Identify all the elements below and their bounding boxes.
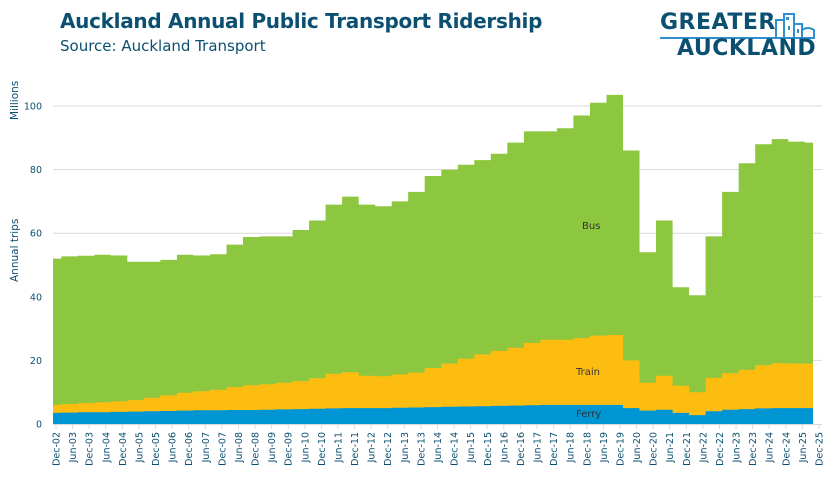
x-tick-label: Dec-13 xyxy=(416,432,427,466)
x-tick-label: Jun-24 xyxy=(765,432,776,463)
x-tick-label: Jun-03 xyxy=(68,432,79,463)
x-tick-label: Dec-11 xyxy=(350,432,361,466)
y-tick-label: 40 xyxy=(30,292,42,303)
x-tick-label: Jun-22 xyxy=(698,432,709,463)
x-tick-label: Dec-03 xyxy=(85,432,96,466)
x-tick-label: Jun-08 xyxy=(234,432,245,463)
y-axis: 0 20 40 60 80 100 xyxy=(24,102,42,431)
area-ferry xyxy=(53,404,813,424)
y-tick-label: 60 xyxy=(30,229,42,240)
x-tick-label: Dec-04 xyxy=(118,432,129,466)
logo-divider xyxy=(660,37,815,39)
x-tick-label: Dec-17 xyxy=(549,432,560,466)
x-tick-label: Dec-12 xyxy=(383,432,394,466)
greater-auckland-logo: GREATER AUCKLAND xyxy=(660,10,820,64)
series-areas xyxy=(53,94,813,425)
x-tick-label: Dec-22 xyxy=(715,432,726,466)
x-tick-label: Jun-20 xyxy=(632,432,643,463)
x-tick-label: Jun-25 xyxy=(798,432,809,463)
logo-line-1: GREATER xyxy=(660,10,776,35)
city-buildings-icon xyxy=(775,13,815,39)
series-label-train: Train xyxy=(575,367,600,378)
x-tick-label: Dec-02 xyxy=(52,432,63,466)
x-tick-label: Dec-06 xyxy=(184,432,195,466)
x-tick-label: Dec-18 xyxy=(582,432,593,466)
x-tick-label: Jun-12 xyxy=(367,432,378,463)
y-tick-label: 20 xyxy=(30,356,42,367)
area-train xyxy=(53,335,813,424)
x-tick-label: Jun-07 xyxy=(201,432,212,463)
x-tick-label: Jun-21 xyxy=(665,432,676,463)
x-tick-label: Jun-06 xyxy=(168,432,179,463)
x-tick-label: Dec-23 xyxy=(748,432,759,466)
x-tick-label: Jun-23 xyxy=(732,432,743,463)
x-tick-label: Jun-17 xyxy=(533,432,544,463)
x-tick-label: Dec-05 xyxy=(151,432,162,466)
x-axis: Dec-02 Jun-03 Dec-03 Jun-04 Dec-04 Jun-05 Dec-… xyxy=(52,424,826,466)
y-axis-units-label: Millions xyxy=(9,81,21,120)
x-tick-label: Jun-15 xyxy=(466,432,477,463)
x-tick-label: Dec-09 xyxy=(284,432,295,466)
x-tick-label: Dec-19 xyxy=(615,432,626,466)
x-tick-label: Jun-09 xyxy=(267,432,278,463)
logo-line-2: AUCKLAND xyxy=(677,36,817,61)
x-tick-label: Jun-05 xyxy=(134,432,145,463)
y-axis-title: Annual trips xyxy=(9,219,21,282)
series-label-bus: Bus xyxy=(582,221,600,232)
series-label-ferry: Ferry xyxy=(576,409,601,420)
x-tick-label: Jun-14 xyxy=(433,432,444,463)
x-tick-label: Dec-21 xyxy=(682,432,693,466)
x-tick-label: Jun-10 xyxy=(300,432,311,463)
x-tick-label: Dec-20 xyxy=(649,432,660,466)
x-tick-label: Dec-16 xyxy=(516,432,527,466)
chart-title: Auckland Annual Public Transport Ridersh… xyxy=(60,9,543,33)
x-tick-label: Dec-24 xyxy=(781,432,792,466)
x-tick-label: Jun-13 xyxy=(400,432,411,463)
x-tick-label: Dec-08 xyxy=(251,432,262,466)
x-tick-label: Jun-16 xyxy=(499,432,510,463)
y-tick-label: 80 xyxy=(30,165,42,176)
x-tick-label: Jun-19 xyxy=(599,432,610,463)
x-tick-label: Jun-11 xyxy=(333,432,344,463)
x-tick-label: Dec-15 xyxy=(483,432,494,466)
chart-subtitle: Source: Auckland Transport xyxy=(60,37,266,55)
x-tick-label: Dec-14 xyxy=(450,432,461,466)
y-tick-label: 100 xyxy=(24,102,42,113)
x-tick-label: Dec-10 xyxy=(317,432,328,466)
x-tick-label: Dec-07 xyxy=(217,432,228,466)
y-tick-label: 0 xyxy=(36,420,42,431)
x-tick-label: Jun-04 xyxy=(101,432,112,463)
x-tick-label: Jun-18 xyxy=(566,432,577,463)
x-tick-label: Dec-25 xyxy=(815,432,826,466)
